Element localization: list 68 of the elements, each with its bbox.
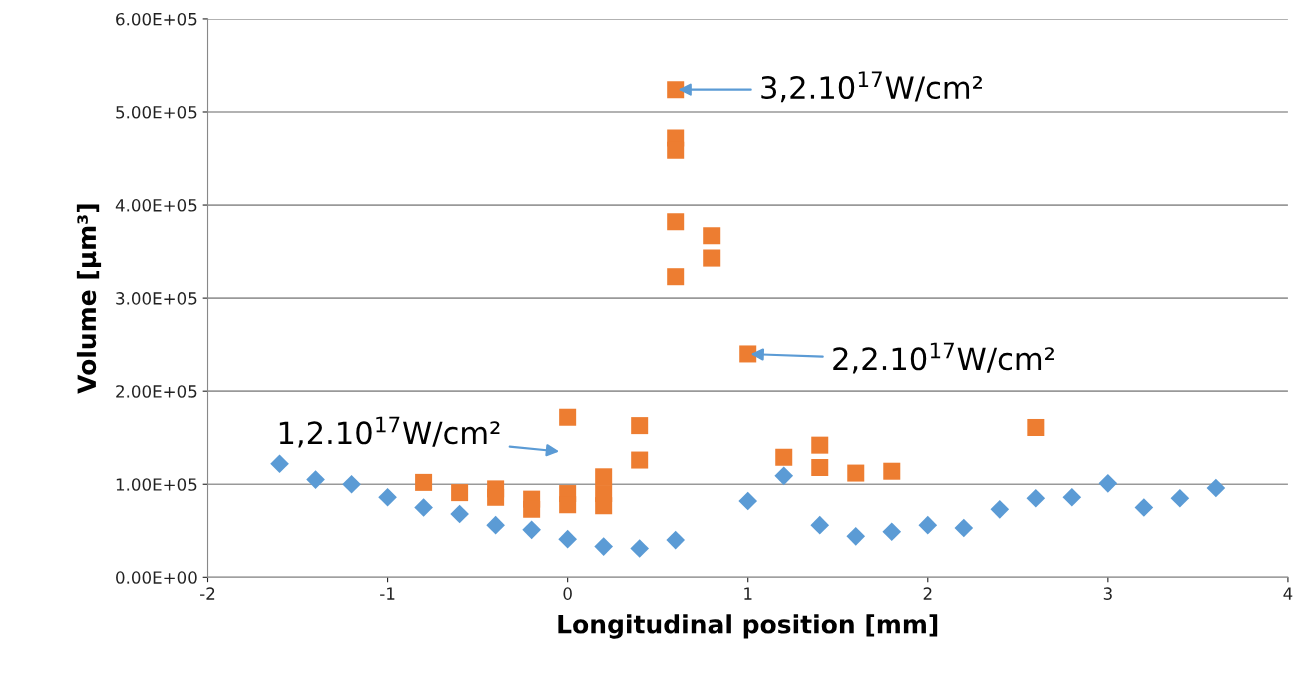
- point: [631, 451, 649, 469]
- point: [487, 488, 505, 506]
- x-tick-label: 1: [744, 587, 752, 600]
- point: [918, 515, 938, 535]
- point: [378, 487, 397, 507]
- annotation: 2,2.10$^{17}$W/cm²: [833, 342, 1054, 374]
- point: [523, 500, 541, 518]
- x-tick-label: -2: [200, 587, 215, 600]
- point: [1062, 487, 1082, 507]
- x-tick-label: -1: [380, 587, 395, 600]
- point: [415, 473, 433, 491]
- point: [774, 466, 794, 486]
- point: [847, 464, 865, 482]
- point: [486, 515, 505, 535]
- point: [846, 527, 866, 546]
- point: [667, 141, 685, 159]
- point: [595, 497, 613, 515]
- x-tick-label: 4: [1283, 587, 1293, 600]
- point: [1027, 418, 1045, 436]
- point: [667, 81, 685, 99]
- y-tick-label: 4.00E+05: [115, 199, 197, 212]
- point: [738, 491, 758, 511]
- point: [703, 227, 721, 245]
- point: [595, 468, 613, 486]
- point: [667, 268, 685, 286]
- point: [594, 537, 613, 556]
- point: [631, 417, 649, 435]
- point: [306, 470, 325, 489]
- y-tick-label: 5.00E+05: [116, 105, 197, 119]
- annotation: 1,2.10$^{17}$W/cm²: [279, 416, 500, 448]
- point: [559, 496, 577, 514]
- point: [739, 345, 757, 363]
- point: [630, 539, 649, 558]
- point: [1170, 488, 1190, 508]
- point: [703, 249, 721, 267]
- point: [270, 454, 289, 474]
- x-tick-label: 2: [923, 587, 932, 600]
- point: [1134, 498, 1154, 517]
- point: [558, 529, 577, 549]
- point: [990, 500, 1010, 519]
- x-tick-label: 3: [1103, 587, 1112, 600]
- point: [667, 213, 685, 231]
- point: [775, 448, 793, 466]
- point: [1026, 488, 1046, 508]
- point: [522, 520, 541, 540]
- annotation: 3,2.10$^{17}$W/cm²: [761, 71, 982, 103]
- point: [1206, 478, 1226, 498]
- y-axis-title: Volume [µm³]: [76, 204, 102, 394]
- point: [450, 504, 469, 524]
- x-axis-title: Longitudinal position [mm]: [558, 614, 938, 639]
- point: [666, 530, 686, 550]
- point: [882, 522, 902, 542]
- point: [1098, 473, 1118, 493]
- point: [954, 518, 974, 538]
- y-tick-label: 0.00E+00: [116, 571, 197, 584]
- x-tick-label: 0: [563, 587, 572, 600]
- y-tick-label: 1.00E+05: [116, 478, 197, 491]
- point: [810, 515, 830, 535]
- y-tick-label: 2.00E+05: [116, 385, 197, 398]
- point: [342, 474, 361, 494]
- point: [811, 436, 829, 454]
- y-tick-label: 3.00E+05: [116, 292, 197, 305]
- point: [883, 462, 901, 480]
- point: [811, 458, 829, 476]
- point: [559, 408, 577, 426]
- y-tick-label: 6.00E+05: [116, 12, 197, 26]
- point: [451, 484, 469, 502]
- point: [414, 498, 433, 517]
